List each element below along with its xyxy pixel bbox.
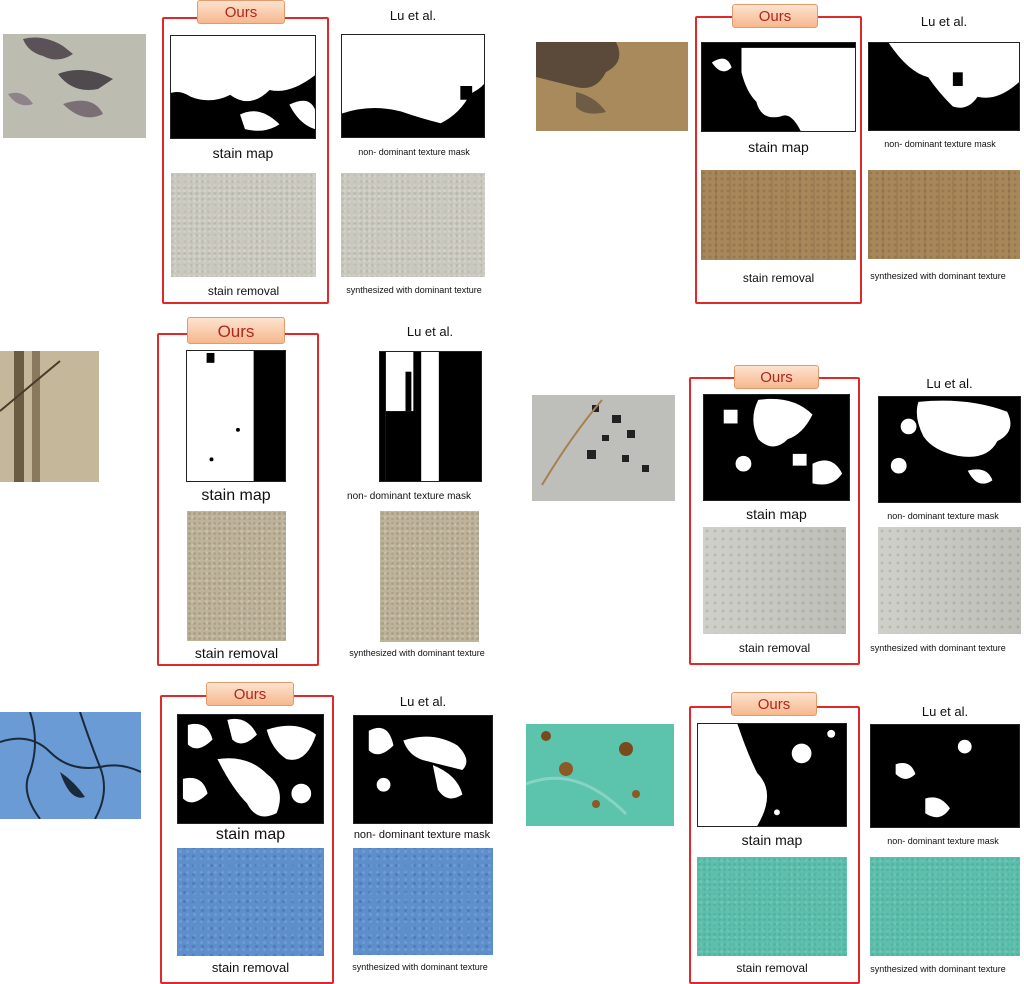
- lu-heading: Lu et al.: [926, 376, 973, 391]
- synthesized-image: [353, 848, 493, 955]
- stain-map-image: [701, 42, 856, 132]
- texture-mask-image: [878, 396, 1021, 503]
- stain-removal-caption: stain removal: [194, 645, 279, 661]
- synthesized-caption: synthesized with dominant texture: [352, 962, 488, 972]
- stain-map-caption: stain map: [215, 826, 286, 843]
- stain-removal-caption: stain removal: [211, 960, 290, 975]
- texture-mask-image: [868, 42, 1020, 131]
- texture-mask-image: [870, 724, 1020, 828]
- synthesized-caption: synthesized with dominant texture: [870, 271, 1006, 281]
- stain-removal-image: [177, 848, 324, 956]
- synthesized-image: [878, 527, 1021, 634]
- input-image-gray: [3, 34, 146, 138]
- lu-heading: Lu et al.: [406, 324, 454, 339]
- lu-heading: Lu et al.: [389, 8, 437, 23]
- texture-mask-image: [379, 351, 482, 482]
- stain-removal-image: [703, 527, 846, 634]
- input-image-spotted: [532, 395, 675, 501]
- synthesized-image: [870, 857, 1020, 956]
- texture-mask-caption: non- dominant texture mask: [887, 836, 999, 846]
- texture-mask-image: [353, 715, 493, 824]
- stain-removal-image: [697, 857, 847, 956]
- stain-map-image: [697, 723, 847, 827]
- synthesized-caption: synthesized with dominant texture: [870, 964, 1006, 974]
- synthesized-image: [380, 511, 479, 642]
- synthesized-caption: synthesized with dominant texture: [349, 648, 485, 658]
- stain-removal-caption: stain removal: [742, 271, 815, 285]
- texture-mask-caption: non- dominant texture mask: [358, 147, 470, 157]
- texture-mask-caption: non- dominant texture mask: [347, 491, 471, 502]
- input-image-beige: [0, 351, 99, 482]
- stain-map-image: [703, 394, 850, 501]
- ours-label: Ours: [187, 317, 285, 344]
- stain-removal-image: [171, 173, 316, 277]
- texture-mask-caption: non- dominant texture mask: [353, 829, 491, 841]
- lu-heading: Lu et al.: [921, 704, 969, 719]
- stain-removal-caption: stain removal: [738, 641, 811, 655]
- stain-map-caption: stain map: [748, 139, 809, 155]
- synthesized-image: [868, 170, 1020, 259]
- ours-label: Ours: [732, 4, 818, 28]
- lu-heading: Lu et al.: [399, 694, 447, 709]
- synthesized-image: [341, 173, 485, 277]
- synthesized-caption: synthesized with dominant texture: [346, 285, 482, 295]
- ours-label: Ours: [197, 0, 285, 24]
- stain-map-image: [177, 714, 324, 824]
- input-image-teal: [526, 724, 674, 826]
- stain-map-image: [186, 350, 286, 482]
- texture-mask-caption: non- dominant texture mask: [884, 139, 996, 149]
- stain-removal-caption: stain removal: [736, 961, 808, 975]
- synthesized-caption: synthesized with dominant texture: [870, 643, 1006, 653]
- stain-map-caption: stain map: [746, 506, 807, 522]
- stain-removal-image: [701, 170, 856, 260]
- lu-heading: Lu et al.: [920, 14, 968, 29]
- stain-map-image: [170, 35, 316, 139]
- ours-label: Ours: [206, 682, 294, 706]
- stain-map-caption: stain map: [741, 832, 803, 848]
- ours-label: Ours: [734, 365, 819, 389]
- texture-mask-image: [341, 34, 485, 138]
- texture-mask-caption: non- dominant texture mask: [887, 511, 999, 521]
- stain-removal-caption: stain removal: [207, 284, 280, 298]
- ours-label: Ours: [731, 692, 817, 716]
- stain-removal-image: [187, 511, 286, 641]
- stain-map-caption: stain map: [201, 487, 271, 504]
- input-image-blue: [0, 712, 141, 819]
- input-image-brown: [536, 42, 688, 131]
- stain-map-caption: stain map: [212, 145, 274, 161]
